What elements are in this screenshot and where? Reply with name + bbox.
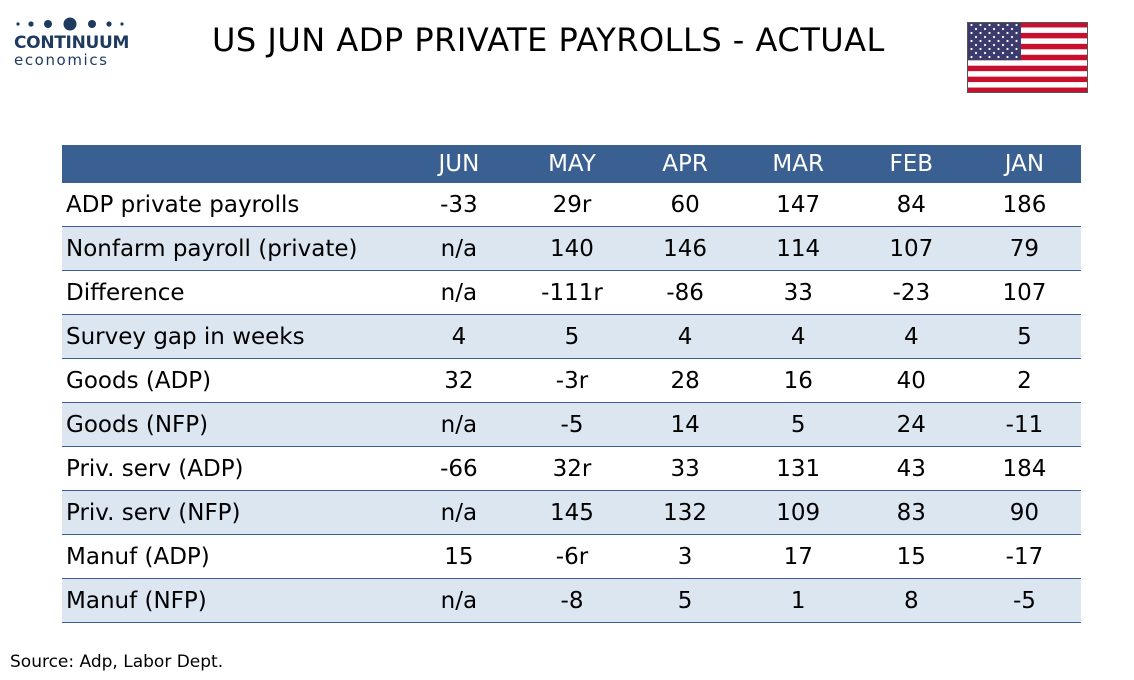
table-row: Manuf (NFP) n/a -8 5 1 8 -5 [62,578,1081,623]
table-row: Goods (ADP) 32 -3r 28 16 40 2 [62,358,1081,403]
table-cell: -5 [967,578,1081,623]
table-cell: 14 [628,402,742,447]
row-label: Goods (NFP) [62,402,403,447]
table-cell: 43 [854,446,968,491]
table-cell: -11 [967,402,1081,447]
column-header-may: MAY [515,145,629,183]
table-row: Goods (NFP) n/a -5 14 5 24 -11 [62,402,1081,447]
table-cell: 29r [515,183,629,227]
table-row: Nonfarm payroll (private) n/a 140 146 114 107… [62,226,1081,271]
table-cell: 114 [741,226,855,271]
table-cell: 186 [967,183,1081,227]
table-cell: n/a [402,270,516,315]
column-header-jun: JUN [402,145,516,183]
table-cell: 15 [854,534,968,579]
table-cell: 90 [967,490,1081,535]
table-cell: 132 [628,490,742,535]
table-cell: 184 [967,446,1081,491]
table-cell: 3 [628,534,742,579]
table-cell: 107 [854,226,968,271]
table-cell: 5 [967,314,1081,359]
table-row: Difference n/a -111r -86 33 -23 107 [62,270,1081,315]
table-cell: n/a [402,578,516,623]
table-cell: 5 [515,314,629,359]
table-cell: -33 [402,183,516,227]
table-row: Priv. serv (ADP) -66 32r 33 131 43 184 [62,446,1081,491]
table-row: Survey gap in weeks 4 5 4 4 4 5 [62,314,1081,359]
table-cell: 145 [515,490,629,535]
table-cell: 17 [741,534,855,579]
column-header-apr: APR [628,145,742,183]
table-cell: 33 [741,270,855,315]
table-cell: 4 [402,314,516,359]
table-cell: -5 [515,402,629,447]
row-label: Manuf (NFP) [62,578,403,623]
table-cell: 32 [402,358,516,403]
row-label: Nonfarm payroll (private) [62,226,403,271]
table-cell: 60 [628,183,742,227]
row-label: Goods (ADP) [62,358,403,403]
table-cell: n/a [402,490,516,535]
payrolls-table: JUN MAY APR MAR FEB JAN ADP private payrolls -… [62,145,1081,623]
row-label: Survey gap in weeks [62,314,403,359]
page-title: US JUN ADP PRIVATE PAYROLLS - ACTUAL [212,21,885,59]
logo: CONTINUUM economics [14,16,144,68]
table-cell: -3r [515,358,629,403]
column-header-jan: JAN [967,145,1081,183]
row-label: Priv. serv (ADP) [62,446,403,491]
table-cell: 131 [741,446,855,491]
logo-dots-icon [16,17,124,31]
column-header-mar: MAR [741,145,855,183]
table-cell: 15 [402,534,516,579]
row-label: ADP private payrolls [62,183,403,227]
logo-wordmark-bottom: economics [14,51,109,69]
table-cell: 24 [854,402,968,447]
table-cell: 140 [515,226,629,271]
table-cell: 8 [854,578,968,623]
table-cell: 147 [741,183,855,227]
table-cell: -23 [854,270,968,315]
table-cell: 1 [741,578,855,623]
table-cell: -17 [967,534,1081,579]
table-cell: 4 [854,314,968,359]
table-cell: 4 [628,314,742,359]
table-cell: 146 [628,226,742,271]
column-header-label [62,145,403,183]
table-cell: 4 [741,314,855,359]
table-cell: 16 [741,358,855,403]
table-cell: 109 [741,490,855,535]
table-cell: 107 [967,270,1081,315]
table-cell: 28 [628,358,742,403]
table-cell: 5 [628,578,742,623]
table-row: Manuf (ADP) 15 -6r 3 17 15 -17 [62,534,1081,579]
row-label: Manuf (ADP) [62,534,403,579]
table-cell: -111r [515,270,629,315]
table-cell: 84 [854,183,968,227]
table-cell: 79 [967,226,1081,271]
table-cell: -6r [515,534,629,579]
table-cell: -66 [402,446,516,491]
table-cell: 5 [741,402,855,447]
table-cell: 40 [854,358,968,403]
table-row: ADP private payrolls -33 29r 60 147 84 186 [62,183,1081,227]
table-cell: 32r [515,446,629,491]
table-cell: 33 [628,446,742,491]
table-cell: n/a [402,402,516,447]
row-label: Difference [62,270,403,315]
us-flag-icon [967,22,1088,93]
table-row: Priv. serv (NFP) n/a 145 132 109 83 90 [62,490,1081,535]
table-cell: n/a [402,226,516,271]
table-cell: -8 [515,578,629,623]
table-cell: 2 [967,358,1081,403]
logo-wordmark-top: CONTINUUM [14,33,130,53]
column-header-feb: FEB [854,145,968,183]
source-note: Source: Adp, Labor Dept. [10,652,224,672]
table-cell: -86 [628,270,742,315]
table-cell: 83 [854,490,968,535]
row-label: Priv. serv (NFP) [62,490,403,535]
table-header-row: JUN MAY APR MAR FEB JAN [62,145,1081,183]
